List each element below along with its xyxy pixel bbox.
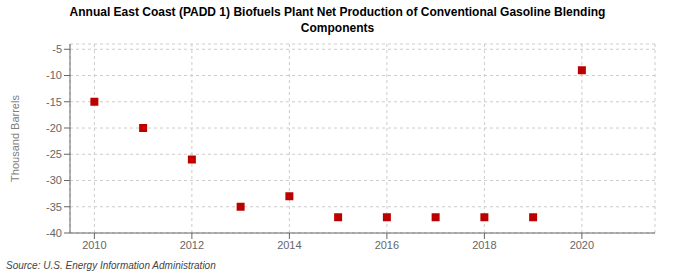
- svg-text:-25: -25: [46, 148, 62, 160]
- svg-text:-10: -10: [46, 69, 62, 81]
- svg-text:Thousand Barrels: Thousand Barrels: [9, 95, 21, 182]
- svg-text:2010: 2010: [82, 239, 106, 251]
- svg-text:2016: 2016: [375, 239, 399, 251]
- svg-text:2014: 2014: [277, 239, 301, 251]
- html-text:Annual East Coast (PADD 1) Bio: Annual East Coast (PADD 1) Biofuels Plan…: [69, 5, 606, 19]
- svg-text:-40: -40: [46, 227, 62, 239]
- svg-text:-20: -20: [46, 122, 62, 134]
- svg-text:-30: -30: [46, 174, 62, 186]
- svg-text:2018: 2018: [472, 239, 496, 251]
- svg-text:2020: 2020: [570, 239, 594, 251]
- svg-text:-35: -35: [46, 201, 62, 213]
- svg-text:2012: 2012: [180, 239, 204, 251]
- html-text:Source: U.S. Energy Informatio: Source: U.S. Energy Information Administ…: [6, 260, 216, 271]
- svg-text:-15: -15: [46, 96, 62, 108]
- svg-text:-5: -5: [52, 43, 62, 55]
- html-text:Components: Components: [300, 21, 375, 35]
